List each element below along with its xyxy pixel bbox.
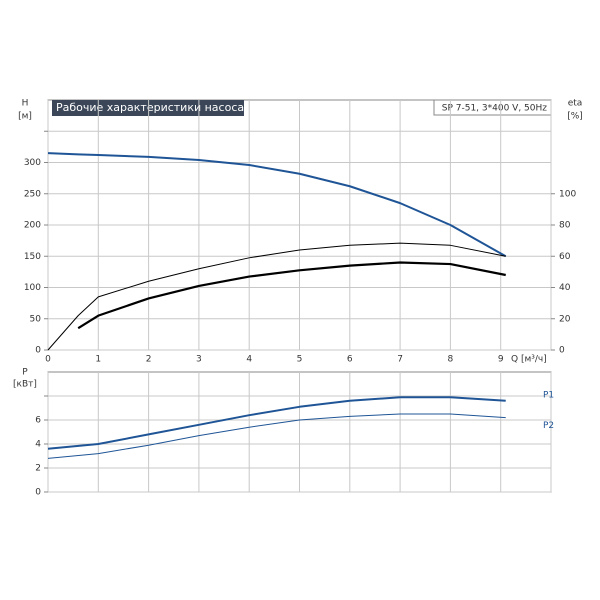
y2-tick-label: 0 [559,346,565,356]
y2-tick-label: 60 [559,252,571,262]
y-tick-label: 50 [30,314,42,324]
y-tick-label: 100 [24,283,41,293]
y2-tick-label: 40 [559,283,571,293]
x-tick-label: 2 [146,355,152,365]
y-tick-label: 2 [35,464,41,474]
y-tick-label: 300 [24,158,41,168]
y-tick-label: 0 [35,488,41,498]
y2-tick-label: 80 [559,221,571,231]
series-label: P1 [543,390,554,400]
y2-axis-label: eta [568,99,583,109]
series-label: P2 [543,421,554,431]
y-tick-label: 6 [35,416,41,426]
curve [47,413,506,459]
x-tick-label: 1 [95,355,101,365]
y-tick-label: 4 [35,440,41,450]
x-tick-label: 8 [448,355,454,365]
x-tick-label: 9 [498,355,504,365]
y2-tick-label: 20 [559,314,571,324]
y-axis-label: P [22,368,28,378]
y2-tick-label: 100 [559,189,576,199]
y-axis-label: H [22,99,29,109]
curve [47,152,507,258]
curve [47,242,506,351]
x-tick-label: 4 [246,355,252,365]
y-axis-unit: [м] [18,112,32,122]
x-axis-label: Q [м³/ч] [511,355,547,365]
y-tick-label: 200 [24,221,41,231]
title-box [52,100,244,116]
y2-axis-unit: [%] [567,112,583,122]
y-tick-label: 0 [35,346,41,356]
curve [77,261,506,330]
chart-title: Рабочие характеристики насоса [56,101,244,114]
curve [47,396,506,450]
x-tick-label: 5 [297,355,303,365]
chart-subtitle: SP 7-51, 3*400 V, 50Hz [442,104,548,114]
y-tick-label: 150 [24,252,41,262]
x-tick-label: 0 [45,355,51,365]
y-axis-unit: [кВт] [13,380,37,390]
y-tick-label: 250 [24,189,41,199]
x-tick-label: 3 [196,355,202,365]
x-tick-label: 7 [397,355,403,365]
x-tick-label: 6 [347,355,353,365]
